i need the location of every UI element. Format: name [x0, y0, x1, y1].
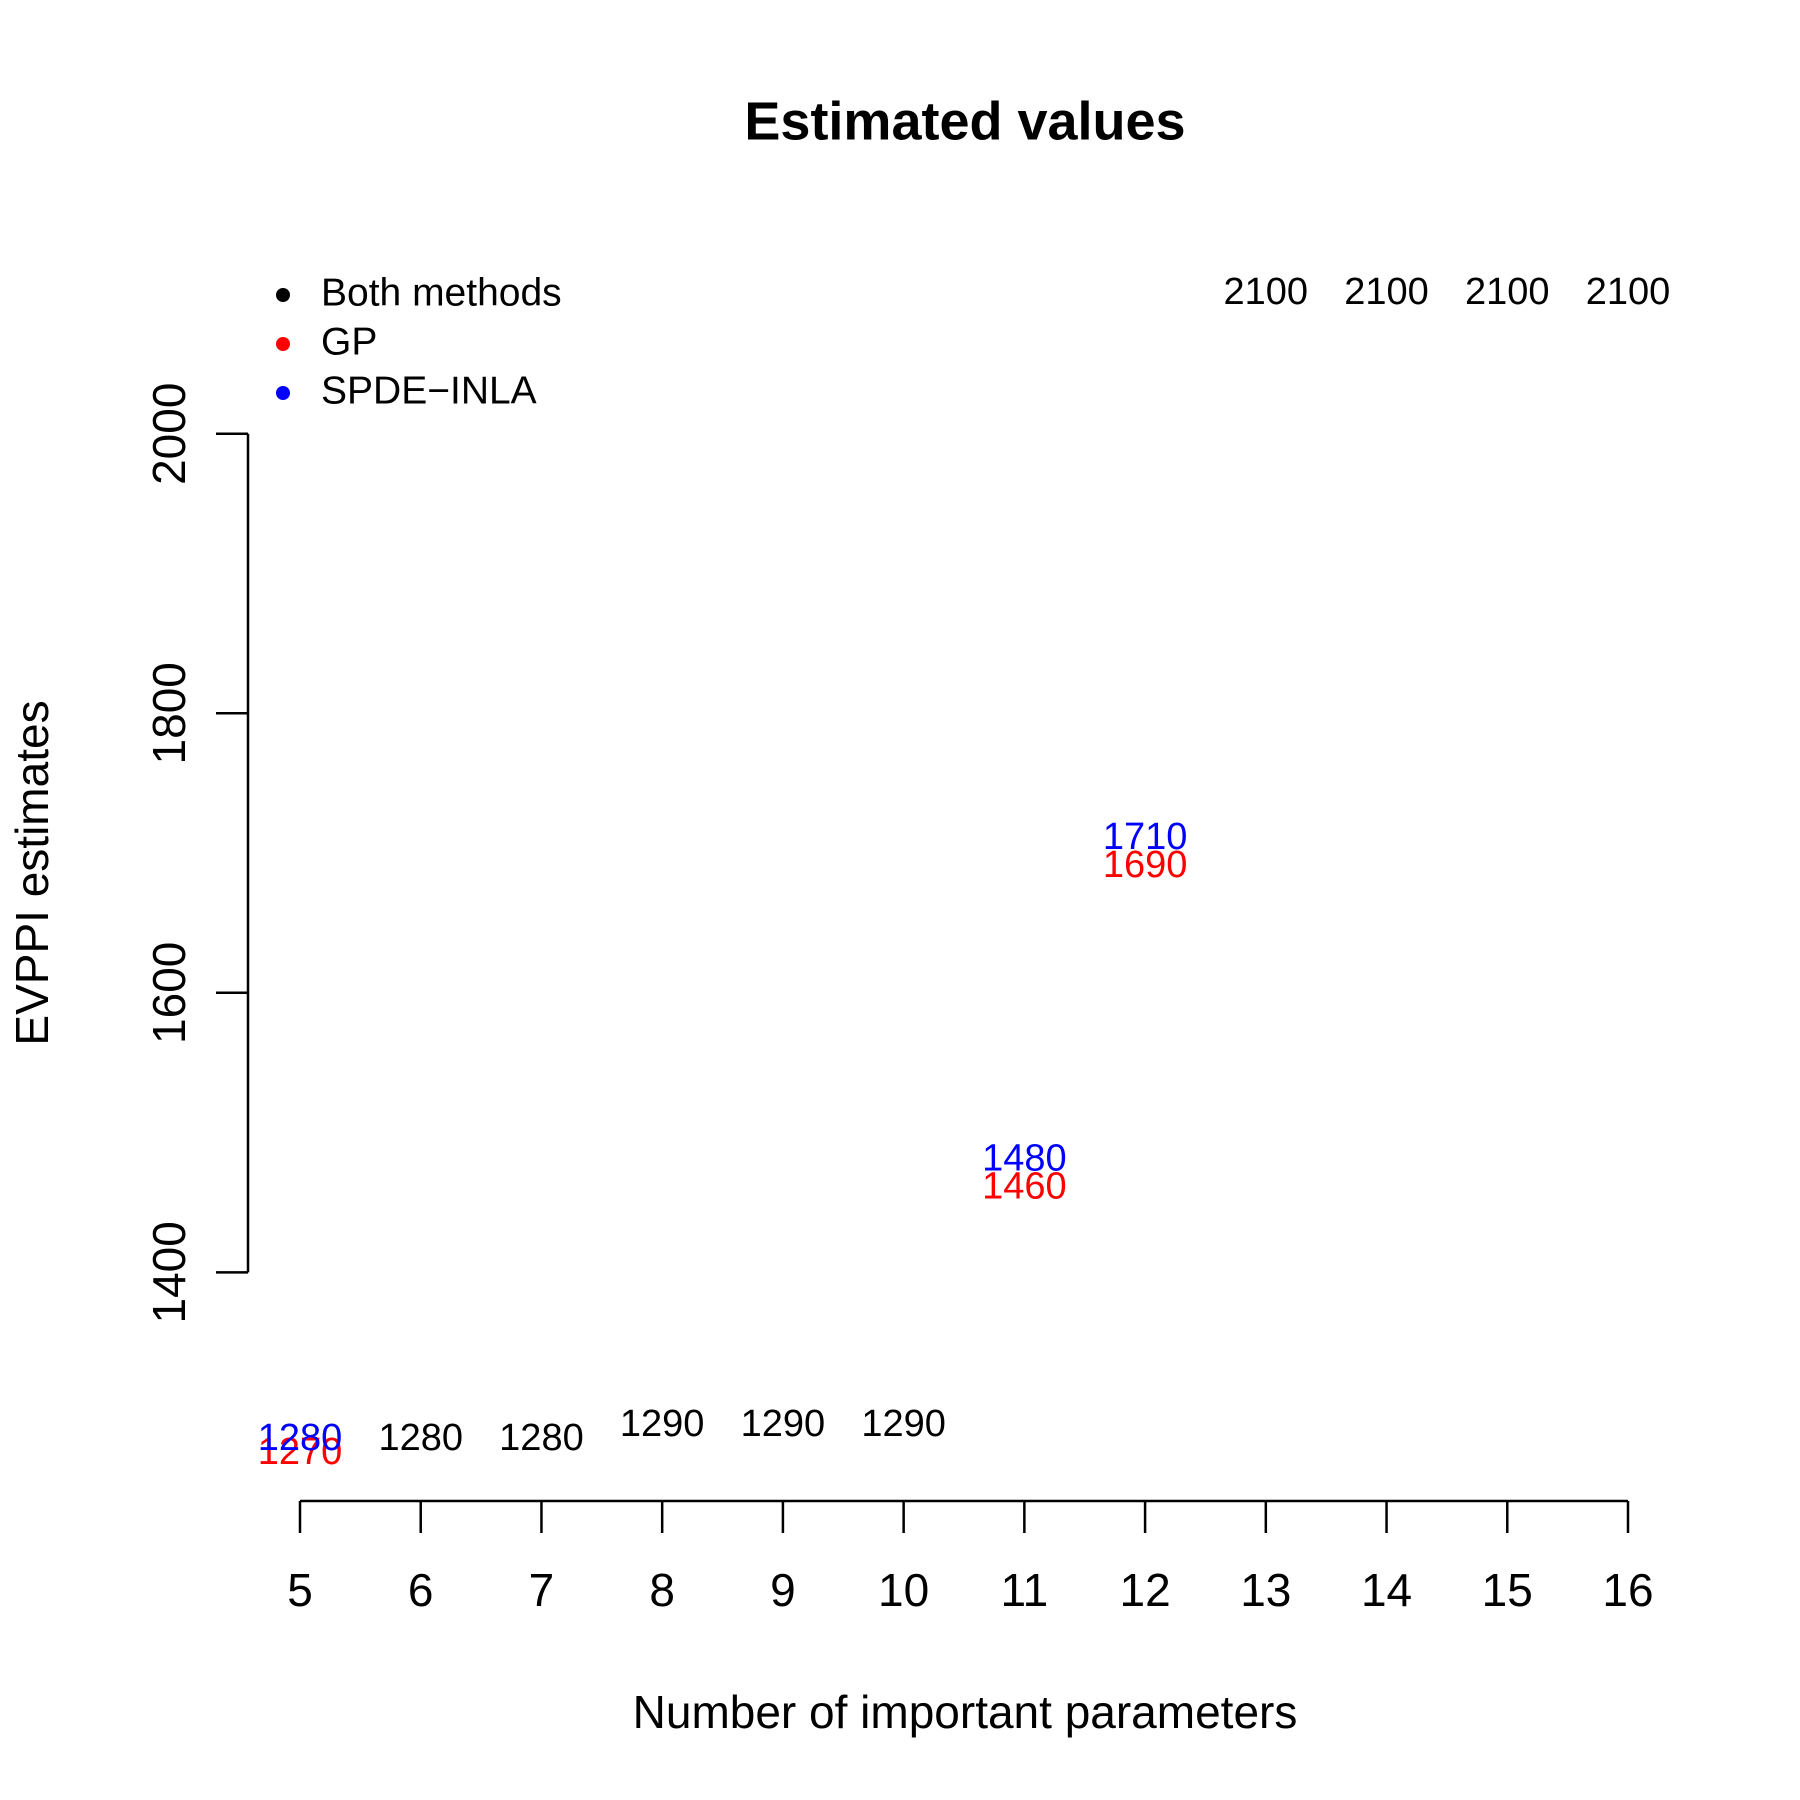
data-label: 1480: [982, 1138, 1067, 1180]
data-label: 2100: [1586, 271, 1671, 313]
data-label: 1290: [741, 1403, 826, 1445]
legend-marker: [276, 288, 290, 302]
y-axis-label: EVPPI estimates: [6, 700, 58, 1045]
legend-label: SPDE−INLA: [321, 369, 537, 412]
x-tick-label: 8: [649, 1564, 675, 1616]
data-label: 1280: [499, 1417, 584, 1459]
data-label: 1280: [258, 1417, 343, 1459]
x-tick-label: 5: [287, 1564, 313, 1616]
legend-marker: [276, 337, 290, 351]
x-tick-label: 6: [408, 1564, 434, 1616]
data-label: 1690: [1103, 844, 1188, 886]
data-label: 1290: [620, 1403, 705, 1445]
y-tick-label: 2000: [143, 383, 195, 485]
legend-marker: [276, 386, 290, 400]
y-tick-label: 1600: [143, 942, 195, 1044]
legend-label: GP: [321, 320, 377, 363]
y-tick-label: 1400: [143, 1221, 195, 1323]
x-tick-label: 12: [1120, 1564, 1171, 1616]
x-tick-label: 9: [770, 1564, 796, 1616]
data-label: 2100: [1344, 271, 1429, 313]
data-label: 1710: [1103, 816, 1188, 858]
data-label: 2100: [1224, 271, 1309, 313]
data-label: 1460: [982, 1165, 1067, 1207]
x-axis-label: Number of important parameters: [633, 1686, 1298, 1738]
x-tick-label: 13: [1240, 1564, 1291, 1616]
data-label: 2100: [1465, 271, 1550, 313]
x-tick-label: 14: [1361, 1564, 1412, 1616]
x-tick-label: 10: [878, 1564, 929, 1616]
data-label: 1270: [258, 1431, 343, 1473]
y-tick-label: 1800: [143, 662, 195, 764]
data-label: 1280: [378, 1417, 463, 1459]
legend-label: Both methods: [321, 271, 562, 314]
x-tick-label: 11: [1000, 1564, 1048, 1616]
x-tick-label: 7: [529, 1564, 555, 1616]
chart-title: Estimated values: [744, 91, 1185, 151]
x-tick-label: 16: [1602, 1564, 1653, 1616]
x-tick-label: 15: [1482, 1564, 1533, 1616]
data-label: 1290: [861, 1403, 946, 1445]
